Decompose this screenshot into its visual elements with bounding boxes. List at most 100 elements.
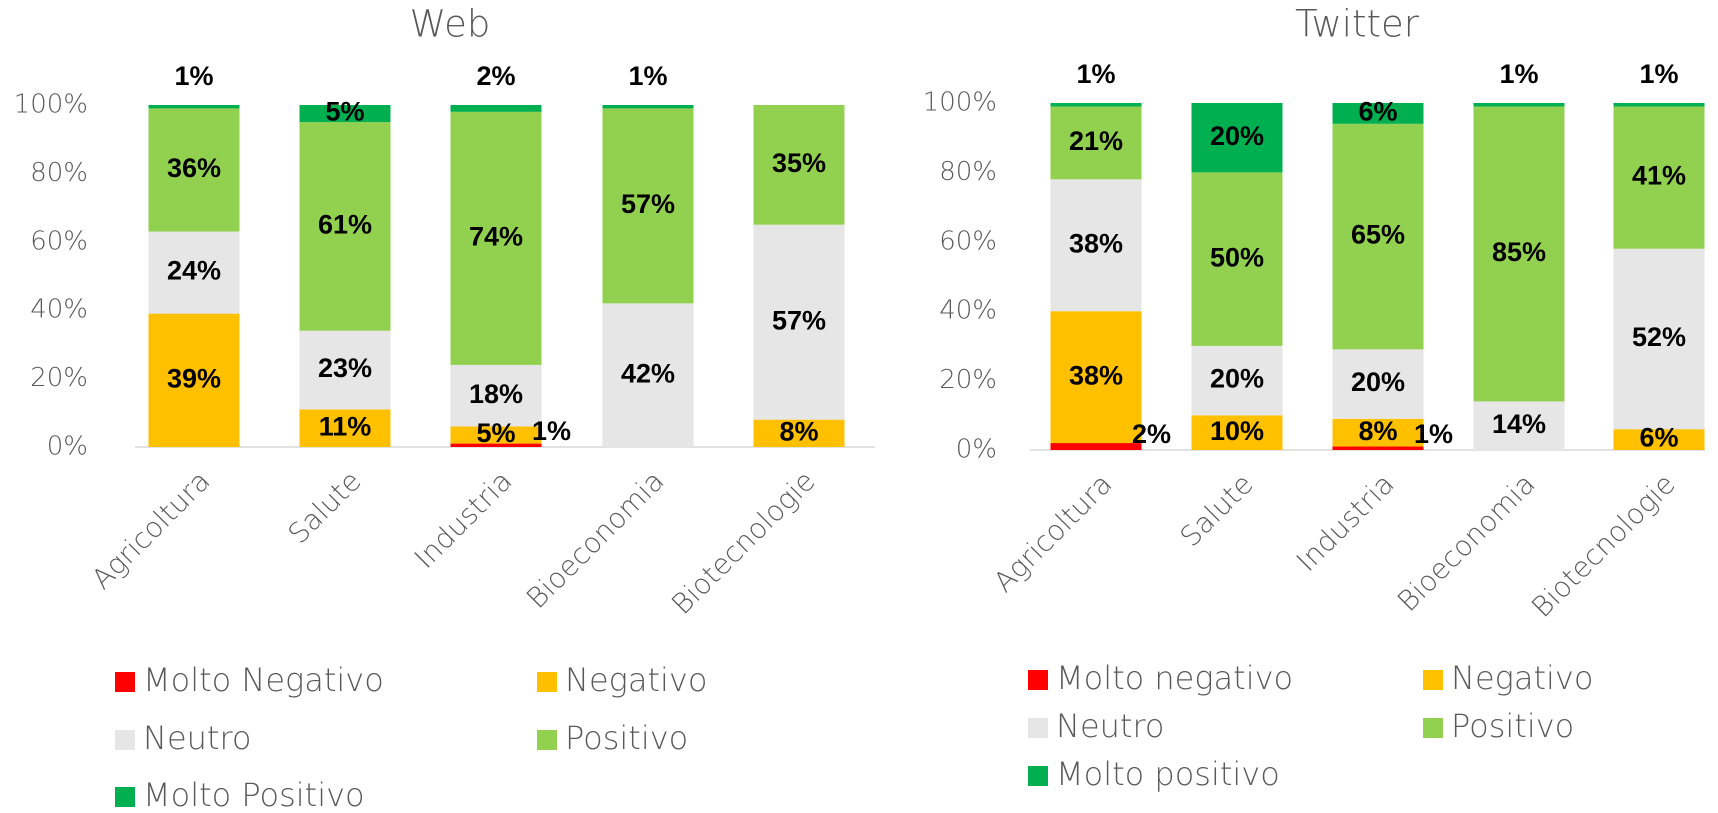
y-tick-label: 40% xyxy=(30,295,88,325)
chart-title: Twitter xyxy=(1295,3,1420,46)
bar-segment xyxy=(1050,103,1142,107)
data-label: 21% xyxy=(1069,126,1123,156)
data-label: 38% xyxy=(1069,360,1123,390)
bar-segment xyxy=(450,105,542,112)
y-tick-label: 60% xyxy=(30,226,88,256)
data-label: 85% xyxy=(1492,237,1546,267)
bar-segment xyxy=(299,330,391,410)
x-tick-label: Industria xyxy=(1290,467,1401,578)
legend-swatch xyxy=(115,787,135,807)
legend-swatch xyxy=(115,672,135,692)
y-tick-label: 100% xyxy=(14,90,88,120)
data-label: 10% xyxy=(1210,416,1264,446)
data-label: 74% xyxy=(469,222,523,252)
data-label: 2% xyxy=(476,61,515,91)
x-tick-label: Industria xyxy=(408,464,519,575)
legend-label: Neutro xyxy=(143,719,251,757)
y-tick-label: 80% xyxy=(939,157,997,187)
data-label: 5% xyxy=(476,418,515,448)
data-label: 39% xyxy=(167,363,221,393)
legend-label: Positivo xyxy=(1451,707,1574,745)
legend-swatch xyxy=(1423,670,1443,690)
bar-segment xyxy=(450,364,542,427)
y-tick-label: 40% xyxy=(939,296,997,326)
data-label: 20% xyxy=(1210,121,1264,151)
bar-segment xyxy=(1473,401,1565,450)
bar-segment xyxy=(1613,106,1705,249)
data-label: 1% xyxy=(532,416,571,446)
bar-segment xyxy=(1191,345,1283,416)
x-tick-label: Bioeconomia xyxy=(520,464,671,615)
y-tick-label: 20% xyxy=(30,363,88,393)
data-label: 42% xyxy=(621,358,675,388)
bar-segment xyxy=(148,313,240,447)
data-label: 24% xyxy=(167,256,221,286)
legend-label: Molto negativo xyxy=(1056,659,1293,697)
data-label: 1% xyxy=(1499,59,1538,89)
bar-segment xyxy=(1332,123,1424,350)
bar-segment xyxy=(1613,248,1705,430)
legend-swatch xyxy=(537,730,557,750)
data-label: 1% xyxy=(1414,419,1453,449)
legend-swatch xyxy=(1028,766,1048,786)
bar-segment xyxy=(299,105,391,123)
data-label: 50% xyxy=(1210,242,1264,272)
bar-segment xyxy=(148,231,240,314)
x-tick-label: Biotecnologie xyxy=(665,464,822,621)
bar-segment xyxy=(1332,349,1424,419)
bar-segment xyxy=(1050,311,1142,444)
bar-segment xyxy=(602,303,694,447)
data-label: 6% xyxy=(1358,97,1397,127)
data-label: 52% xyxy=(1632,322,1686,352)
bar-segment xyxy=(299,409,391,447)
bar-segment xyxy=(148,105,240,109)
legend-label: Neutro xyxy=(1056,707,1164,745)
legend-label: Molto Positivo xyxy=(143,776,365,813)
legend-label: Negativo xyxy=(1451,659,1593,697)
bar-segment xyxy=(1050,443,1142,450)
data-label: 18% xyxy=(469,379,523,409)
bar-segment xyxy=(148,108,240,232)
bar-segment xyxy=(753,105,845,225)
x-tick-label: Bioeconomia xyxy=(1391,467,1542,618)
data-label: 14% xyxy=(1492,409,1546,439)
bar-segment xyxy=(1332,103,1424,124)
legend-label: Positivo xyxy=(565,719,688,757)
data-label: 8% xyxy=(779,416,818,446)
data-label: 5% xyxy=(325,97,364,127)
x-tick-label: Salute xyxy=(282,464,368,550)
bar-segment xyxy=(1332,446,1424,450)
y-tick-label: 20% xyxy=(939,365,997,395)
data-label: 1% xyxy=(174,61,213,91)
data-label: 57% xyxy=(772,305,826,335)
bar-segment xyxy=(753,224,845,420)
legend-label: Negativo xyxy=(565,661,707,699)
data-label: 20% xyxy=(1210,364,1264,394)
bar-segment xyxy=(1613,429,1705,450)
data-label: 35% xyxy=(772,148,826,178)
legend-label: Molto positivo xyxy=(1056,755,1280,793)
bar-segment xyxy=(1050,106,1142,180)
y-tick-label: 80% xyxy=(30,158,88,188)
x-tick-label: Salute xyxy=(1174,467,1260,553)
data-label: 8% xyxy=(1358,416,1397,446)
legend-swatch xyxy=(1423,718,1443,738)
y-tick-label: 100% xyxy=(923,88,997,118)
x-tick-label: Biotecnologie xyxy=(1525,467,1682,624)
data-label: 2% xyxy=(1132,419,1171,449)
legend-swatch xyxy=(1028,718,1048,738)
y-tick-label: 0% xyxy=(956,435,997,465)
x-tick-label: Agricoltura xyxy=(85,464,216,595)
data-label: 1% xyxy=(1639,59,1678,89)
data-label: 41% xyxy=(1632,161,1686,191)
data-label: 20% xyxy=(1351,367,1405,397)
x-tick-label: Agricoltura xyxy=(987,467,1118,598)
data-label: 38% xyxy=(1069,228,1123,258)
data-label: 1% xyxy=(1076,59,1115,89)
bar-segment xyxy=(450,111,542,365)
data-label: 57% xyxy=(621,189,675,219)
legend-swatch xyxy=(1028,670,1048,690)
data-label: 11% xyxy=(319,411,372,441)
bar-segment xyxy=(1050,179,1142,312)
